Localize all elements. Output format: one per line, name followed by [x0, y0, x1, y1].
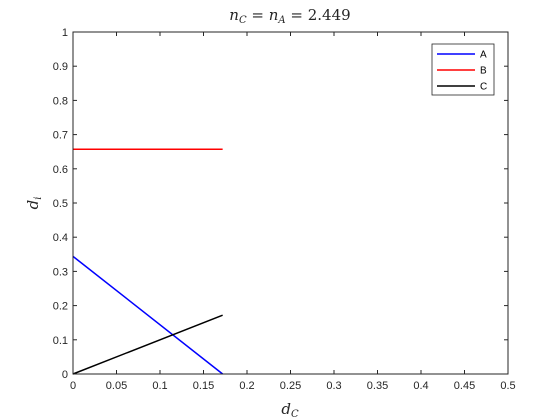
legend-label-a: A	[480, 50, 487, 61]
series-line-a	[72, 255, 224, 375]
plot-area-box	[72, 31, 509, 375]
x-tick-label: 0.4	[413, 380, 428, 392]
x-tick-label: 0.25	[280, 380, 301, 392]
chart-title: nC = nA = 2.449	[229, 6, 350, 26]
x-axis-label: dC	[281, 400, 299, 420]
legend-label-b: B	[480, 66, 487, 77]
y-tick-label: 0.1	[53, 335, 68, 347]
x-tick-label: 0.15	[193, 380, 214, 392]
y-axis-label: di	[24, 197, 44, 210]
x-tick-label: 0.2	[239, 380, 254, 392]
x-tick-label: 0.5	[500, 380, 515, 392]
y-tick-label: 0.7	[53, 130, 68, 142]
y-tick-label: 0	[62, 369, 68, 381]
axis-ticks: 0 0.05 0.1 0.15 0.2 0.25 0.3 0.35 0.4 0.45 0.5 0 0.1…	[53, 27, 516, 392]
legend: ABC	[431, 43, 495, 96]
plot-lines	[72, 148, 224, 375]
x-tick-label: 0.1	[152, 380, 167, 392]
x-tick-label: 0.45	[454, 380, 475, 392]
x-tick-label: 0.05	[106, 380, 127, 392]
y-tick-label: 0.9	[53, 61, 68, 73]
x-tick-label: 0.35	[367, 380, 388, 392]
y-tick-label: 1	[62, 27, 68, 39]
series-line-c	[72, 314, 223, 375]
y-tick-label: 0.2	[53, 301, 68, 313]
y-tick-label: 0.6	[53, 164, 68, 176]
y-tick-label: 0.4	[53, 232, 68, 244]
x-tick-label: 0	[70, 380, 76, 392]
y-tick-label: 0.8	[53, 95, 68, 107]
x-tick-label: 0.3	[326, 380, 341, 392]
y-tick-label: 0.5	[53, 198, 68, 210]
legend-label-c: C	[480, 82, 487, 93]
y-tick-label: 0.3	[53, 266, 68, 278]
